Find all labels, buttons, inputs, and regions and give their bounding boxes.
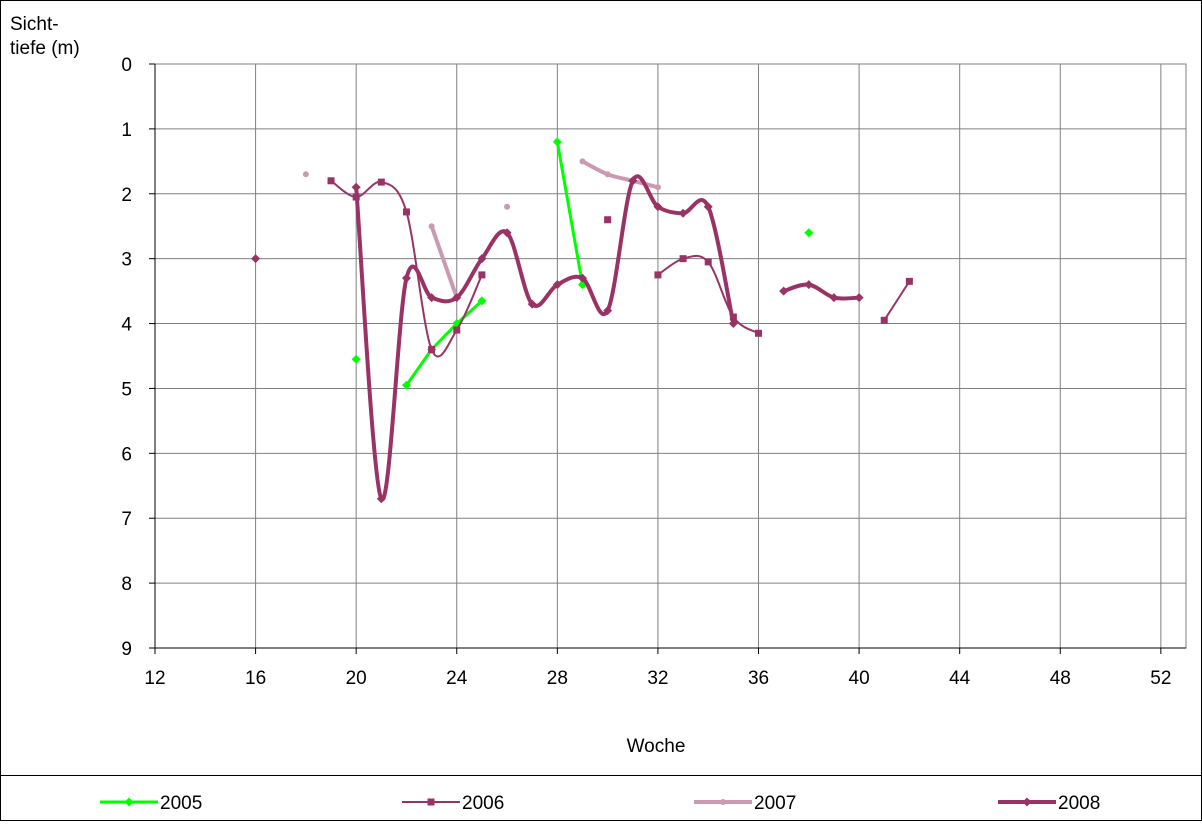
legend-item-2008: 2008 (998, 793, 1100, 814)
x-tick-label: 28 (547, 668, 568, 689)
data-point-2008 (427, 293, 437, 303)
legend-label: 2005 (160, 793, 202, 814)
data-point-2006 (704, 258, 712, 266)
data-point-2007 (604, 171, 611, 178)
y-tick-label: 4 (121, 315, 132, 336)
data-point-2006 (755, 329, 763, 337)
legend-swatch-marker (720, 799, 726, 805)
x-tick-label: 24 (446, 668, 468, 689)
y-axis-label-line-2: tiefe (m) (10, 38, 80, 59)
data-point-2008 (452, 293, 462, 303)
x-tick-label: 48 (1050, 668, 1071, 689)
data-point-2006 (880, 316, 888, 324)
x-tick-label: 16 (245, 668, 266, 689)
plot-area (251, 137, 913, 504)
data-point-2008 (728, 319, 738, 329)
data-point-2007 (504, 203, 511, 210)
data-point-2008 (779, 286, 789, 296)
data-point-2005 (351, 354, 361, 364)
x-tick-label: 20 (346, 668, 367, 689)
data-point-2006 (478, 271, 486, 279)
data-point-2006 (654, 271, 662, 279)
y-tick-label: 5 (121, 379, 132, 400)
data-point-2006 (453, 326, 461, 334)
y-tick-label: 1 (121, 120, 132, 141)
data-point-2008 (527, 299, 537, 309)
series-line-2008 (781, 282, 862, 301)
data-point-2008 (577, 273, 587, 283)
data-point-2008 (351, 182, 361, 192)
data-point-2006 (327, 177, 335, 185)
data-point-2005 (552, 137, 562, 147)
x-tick-label: 36 (748, 668, 769, 689)
series-line-2006 (883, 280, 911, 322)
data-point-2008 (477, 254, 487, 264)
y-tick-label: 0 (121, 55, 132, 76)
data-point-2008 (376, 494, 386, 504)
data-point-2006 (377, 178, 385, 186)
series-2008 (251, 174, 864, 504)
data-point-2008 (703, 202, 713, 212)
series-line-2005 (555, 140, 584, 287)
legend-swatch-marker (124, 797, 134, 807)
data-point-2006 (679, 255, 687, 263)
data-point-2007 (428, 223, 435, 230)
y-tick-label: 9 (121, 639, 132, 660)
data-point-2005 (477, 296, 487, 306)
legend-swatch-marker (427, 798, 435, 806)
axes (149, 63, 1186, 654)
x-tick-label: 32 (647, 668, 668, 689)
data-point-2008 (804, 280, 814, 290)
x-tick-label: 40 (849, 668, 870, 689)
data-point-2008 (552, 280, 562, 290)
legend-label: 2008 (1058, 793, 1100, 814)
data-point-2007 (579, 158, 586, 165)
data-point-2008 (502, 228, 512, 238)
x-tick-label: 52 (1150, 668, 1171, 689)
x-axis-label: Woche (627, 736, 686, 757)
data-point-2007 (654, 184, 661, 191)
y-tick-label: 2 (121, 185, 132, 206)
data-point-2008 (678, 208, 688, 218)
data-point-2008 (653, 202, 663, 212)
data-point-2008 (251, 254, 261, 264)
x-tick-label: 44 (949, 668, 971, 689)
y-tick-label: 8 (121, 574, 132, 595)
data-point-2008 (401, 273, 411, 283)
legend-item-2005: 2005 (100, 793, 202, 814)
legend-item-2007: 2007 (694, 793, 796, 814)
x-tick-label: 12 (144, 668, 165, 689)
data-point-2008 (854, 293, 864, 303)
data-point-2005 (804, 228, 814, 238)
legend-item-2006: 2006 (402, 793, 504, 814)
legend-label: 2007 (754, 793, 796, 814)
data-point-2008 (603, 306, 613, 316)
data-point-2008 (628, 176, 638, 186)
x-tick-labels: 12 16 20 24 28 32 36 40 44 48 52 (144, 668, 1171, 689)
legend: 2005 2006 2007 2008 (100, 793, 1100, 814)
y-tick-labels: 0 1 2 3 4 5 6 7 8 9 (121, 55, 132, 660)
data-point-2006 (604, 216, 612, 224)
legend-swatch-marker (1022, 797, 1032, 807)
data-point-2007 (302, 171, 309, 178)
data-point-2006 (402, 208, 410, 216)
data-point-2008 (829, 293, 839, 303)
data-point-2006 (905, 277, 913, 285)
data-point-2005 (401, 380, 411, 390)
y-tick-label: 7 (121, 509, 132, 530)
y-tick-label: 6 (121, 444, 132, 465)
y-axis-label-line-1: Sicht- (10, 14, 59, 35)
series-line-2005 (404, 299, 484, 387)
series-line-2007 (429, 224, 459, 300)
legend-label: 2006 (462, 793, 504, 814)
data-point-2006 (428, 346, 436, 354)
y-tick-label: 3 (121, 250, 132, 271)
